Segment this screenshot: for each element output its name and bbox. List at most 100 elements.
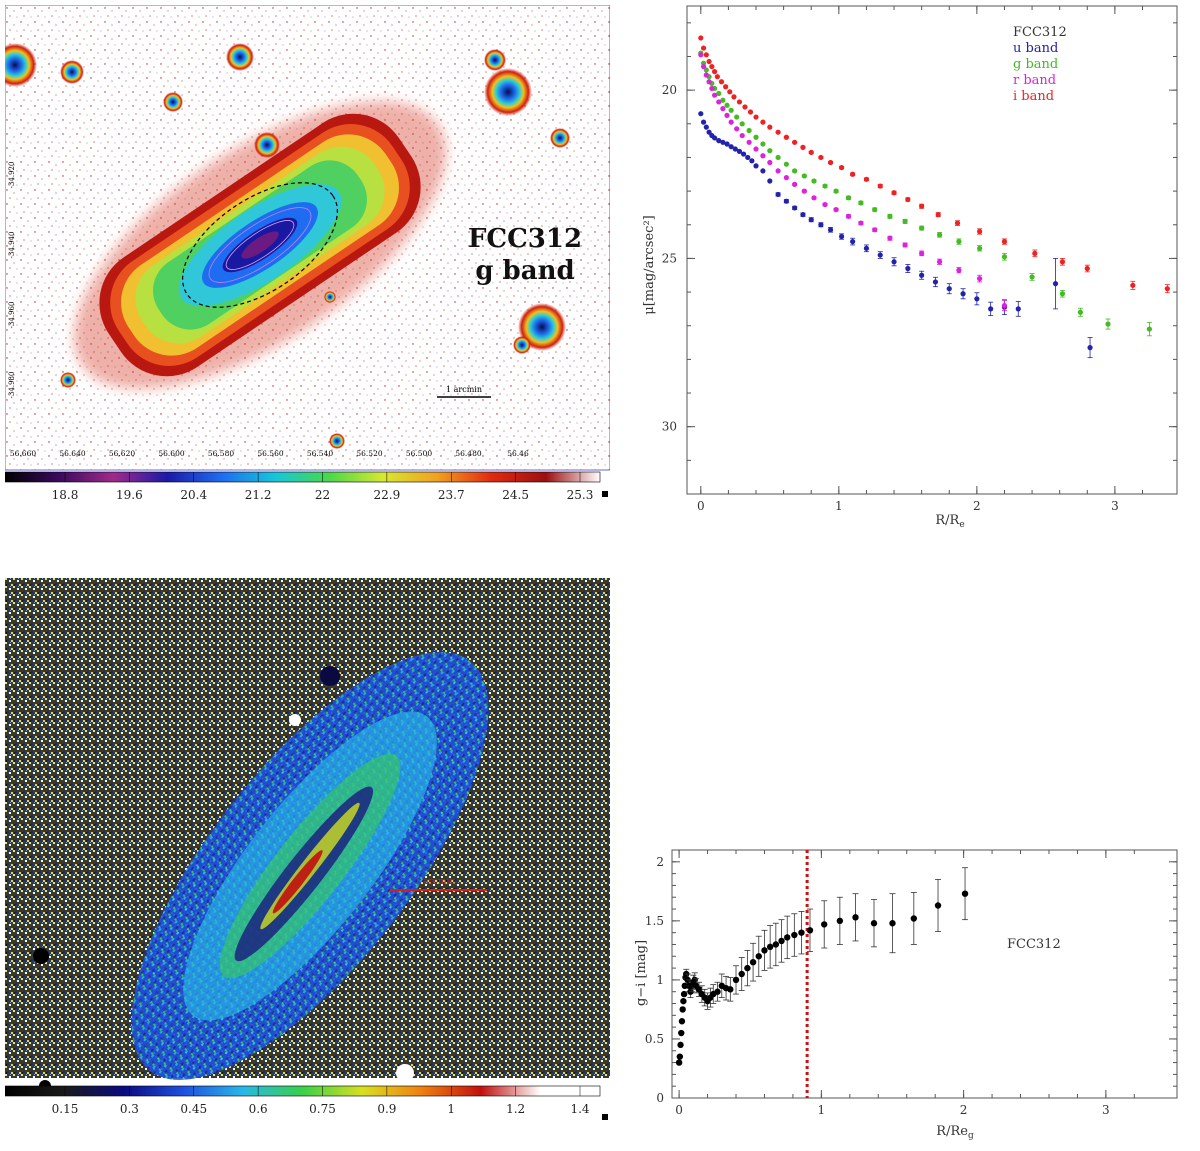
plot-frame — [686, 5, 1178, 495]
legend-title: FCC312 — [1013, 25, 1067, 40]
data-point — [775, 154, 781, 161]
data-point — [760, 168, 766, 174]
data-point — [1032, 250, 1038, 256]
data-point — [698, 111, 704, 117]
colorbar-tick-label: 20.4 — [180, 488, 207, 500]
data-point — [1130, 282, 1136, 288]
data-point — [783, 175, 789, 181]
data-point — [675, 1059, 683, 1066]
x-tick-label: 1 — [818, 1103, 826, 1117]
dec-tick-label: -34.960 — [8, 302, 16, 329]
data-point — [728, 144, 734, 150]
color-profile-chart: 0 1 2 3 0 0.5 1 1.5 2 FCC312 R/Reg g−i [mag] — [615, 838, 1200, 1147]
data-point — [919, 225, 925, 231]
data-point — [753, 163, 759, 169]
data-point — [755, 953, 762, 960]
data-point — [808, 149, 814, 155]
data-point — [753, 134, 759, 140]
data-point — [1059, 291, 1066, 297]
data-point — [946, 286, 952, 292]
data-point — [887, 213, 893, 219]
y-axis-label-2: g−i [mag] — [634, 940, 649, 1006]
data-point — [712, 69, 718, 75]
data-point — [845, 213, 852, 219]
data-point — [961, 890, 969, 897]
colorbar-2: 0.15 0.3 0.45 0.6 0.75 0.9 1 1.2 1.4 — [4, 1085, 601, 1116]
colorbar-tick-label: 22 — [315, 488, 330, 500]
ra-tick-label: 56.480 — [455, 449, 481, 458]
colorbar-tick-label: 22.9 — [374, 488, 401, 500]
data-point — [806, 927, 814, 934]
data-point — [784, 934, 791, 941]
data-point — [677, 1041, 684, 1049]
data-point — [1087, 345, 1093, 351]
data-point — [724, 112, 730, 118]
data-point — [910, 915, 918, 922]
data-point — [850, 171, 856, 177]
ra-tick-label: 56.500 — [406, 449, 432, 458]
data-point — [698, 35, 704, 41]
ra-tick-label: 56.520 — [356, 449, 382, 458]
data-point — [767, 148, 773, 154]
data-point — [863, 245, 870, 251]
data-point — [767, 124, 773, 130]
data-point — [706, 79, 712, 85]
data-point — [792, 205, 798, 211]
data-point — [698, 52, 704, 58]
data-point — [775, 191, 781, 198]
data-point — [792, 168, 798, 174]
data-point — [700, 45, 707, 51]
data-point — [724, 102, 730, 108]
data-point — [739, 132, 745, 139]
data-point — [821, 921, 828, 928]
data-point — [745, 154, 751, 161]
dec-tick-label: -34.940 — [8, 232, 16, 259]
data-point — [877, 252, 883, 258]
dec-tick-labels: -34.920 -34.940 -34.960 -34.980 — [8, 162, 16, 399]
data-point — [800, 212, 806, 218]
data-point — [936, 259, 943, 265]
data-point — [734, 114, 740, 120]
data-point — [977, 276, 983, 282]
data-point — [703, 72, 709, 78]
dec-tick-label: -34.920 — [8, 162, 16, 189]
scale-bar-label-1: 1 arcmin — [446, 385, 482, 394]
data-point — [935, 212, 941, 218]
x-axis-label-2: R/Reg — [936, 1124, 974, 1141]
x-tick-label: 1 — [835, 499, 843, 513]
data-point — [960, 291, 966, 297]
color-profile-svg: 0 1 2 3 0 0.5 1 1.5 2 FCC312 R/Reg g−i [mag] — [634, 849, 1178, 1141]
ra-tick-label: 56.620 — [109, 449, 135, 458]
data-point — [827, 227, 834, 233]
data-point — [760, 119, 766, 125]
ra-tick-label: 56.640 — [59, 449, 85, 458]
colorbar-tick-label: 24.5 — [502, 488, 529, 500]
data-point — [760, 141, 766, 147]
data-point — [746, 127, 752, 134]
data-point — [714, 74, 720, 80]
colorbar-tick-label: 21.2 — [245, 488, 272, 500]
data-point — [822, 201, 828, 208]
data-point — [724, 141, 730, 147]
data-point — [919, 250, 925, 256]
y-axis-label-1: μ[mag/arcsec²] — [642, 215, 657, 314]
data-point — [934, 902, 942, 909]
data-point — [977, 228, 983, 235]
data-point — [863, 176, 870, 182]
y-tick-label: 1 — [656, 973, 664, 987]
data-point — [712, 135, 718, 141]
data-point — [753, 146, 759, 152]
data-point — [833, 188, 839, 194]
data-point — [775, 168, 781, 174]
data-point — [919, 272, 925, 278]
data-point — [706, 58, 712, 65]
data-point — [1001, 254, 1008, 260]
data-point — [720, 106, 726, 112]
data-point — [1084, 265, 1090, 272]
data-point — [775, 129, 781, 135]
stars — [0, 43, 570, 449]
y-tick-label: 25 — [662, 251, 677, 265]
colorbar-tick-label: 23.7 — [438, 488, 465, 500]
colorbar-tick-label: 0.9 — [377, 1102, 396, 1116]
data-point — [791, 931, 798, 939]
